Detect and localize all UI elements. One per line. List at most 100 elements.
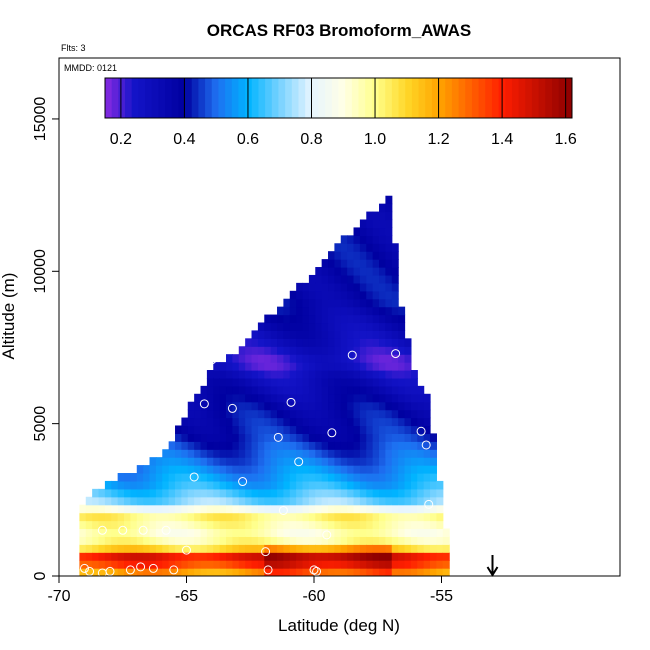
heatmap-cell [136,544,144,553]
heatmap-cell [359,473,367,482]
heatmap-cell [417,480,425,490]
heatmap-cell [238,560,246,569]
heatmap-cell [226,449,233,458]
heatmap-cell [347,251,355,260]
heatmap-cell [442,528,450,537]
heatmap-cell [353,401,361,411]
heatmap-cell [194,504,202,514]
heatmap-cell [264,330,272,339]
heatmap-cell [404,425,412,434]
heatmap-cell [410,441,418,450]
heatmap-cell [143,480,151,490]
heatmap-cell [398,544,406,553]
heatmap-cell [283,457,291,466]
heatmap-cell [283,480,291,490]
heatmap-cell [385,433,393,442]
heatmap-cell [277,441,284,450]
heatmap-cell [321,409,329,419]
sample-point [312,566,322,576]
heatmap-cell [372,370,380,379]
heatmap-cell [200,465,208,474]
heatmap-cell [334,528,342,537]
heatmap-cell [251,568,259,576]
heatmap-cell [289,330,297,339]
heatmap-cell [366,274,374,284]
heatmap-cell [226,536,233,545]
heatmap-cell [277,528,284,537]
heatmap-cell [321,290,329,300]
heatmap-cell [283,473,291,482]
heatmap-cell [289,354,297,363]
heatmap-cell [302,338,310,347]
heatmap-cell [347,473,355,482]
heatmap-cell [340,528,348,537]
heatmap-cell [175,480,182,490]
colorbar-segment [225,78,233,118]
heatmap-cell [296,552,304,561]
heatmap-cell [385,457,393,466]
heatmap-cell [251,417,259,427]
heatmap-cell [245,417,253,427]
heatmap-cell [264,457,272,466]
heatmap-cell [168,457,176,466]
heatmap-cell [168,512,176,522]
heatmap-cell [264,346,272,355]
heatmap-cell [289,338,297,347]
heatmap-cell [315,290,323,300]
heatmap-cell [359,251,367,260]
sample-point [261,547,271,557]
heatmap-cell [359,560,367,569]
heatmap-cell [283,496,291,506]
heatmap-cell [423,457,431,466]
heatmap-cell [410,528,418,537]
heatmap-cell [423,409,431,419]
colorbar-segment [178,78,186,118]
heatmap-cell [398,385,406,395]
heatmap-cell [423,528,431,537]
heatmap-cell [353,449,361,458]
heatmap-cell [277,433,284,442]
heatmap-cell [296,520,304,530]
heatmap-cell [257,330,265,339]
heatmap-cell [283,433,291,442]
heatmap-cell [283,441,291,450]
heatmap-cell [372,274,380,284]
heatmap-cell [321,385,329,395]
heatmap-cell [232,393,240,403]
heatmap-cell [379,417,386,427]
heatmap-cell [404,488,412,498]
heatmap-cell [423,449,431,458]
heatmap-cell [213,433,221,442]
heatmap-cell [417,433,425,442]
heatmap-cell [328,520,335,530]
heatmap-cell [366,211,374,221]
heatmap-cell [423,425,431,434]
colorbar-segment [251,78,259,118]
heatmap-cell [85,568,93,576]
heatmap-cell [251,401,259,411]
heatmap-cell [143,552,151,561]
heatmap-cell [328,433,335,442]
heatmap-cell [353,504,361,514]
heatmap-cell [251,346,259,355]
heatmap-cell [366,568,374,576]
heatmap-cell [264,441,272,450]
heatmap-cell [194,512,202,522]
colorbar-tick-label: 0.6 [237,131,259,148]
heatmap-cell [187,504,195,514]
heatmap-cell [219,544,227,553]
heatmap-cell [366,227,374,236]
heatmap-cell [238,425,246,434]
heatmap-cell [270,496,278,506]
heatmap-cell [296,496,304,506]
heatmap-cell [238,441,246,450]
heatmap-cell [270,536,278,545]
heatmap-cell [257,536,265,545]
heatmap-cell [117,552,125,561]
heatmap-cell [155,528,163,537]
sample-point [421,318,431,328]
heatmap-cell [391,362,399,371]
heatmap-cell [315,496,323,506]
heatmap-cell [232,449,240,458]
heatmap-cell [334,409,342,419]
